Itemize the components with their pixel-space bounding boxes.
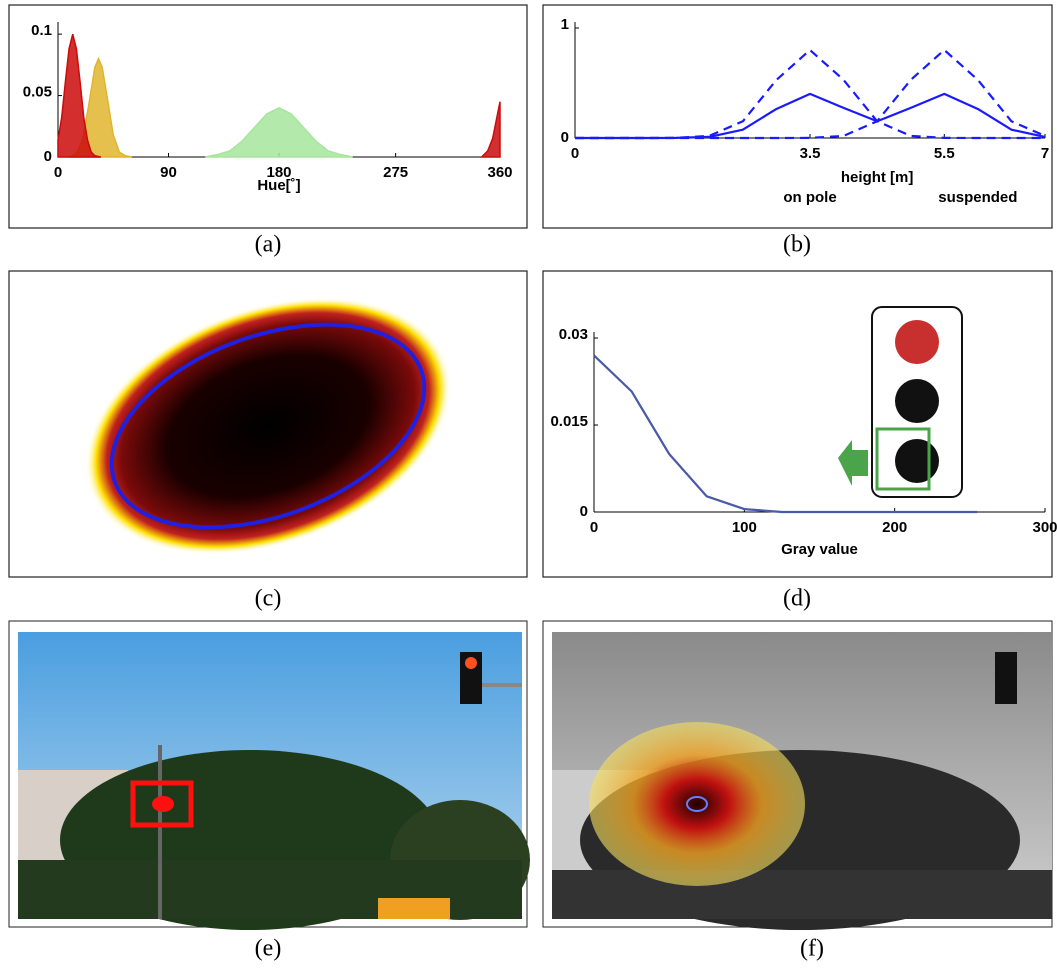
photo-gray: [543, 621, 1052, 930]
caption: (a): [255, 232, 282, 258]
y-tick-label: 0: [44, 148, 52, 165]
x-tick-label: 0: [54, 164, 62, 181]
x-axis-label: Gray value: [781, 541, 858, 558]
figure: (a) (b) (c) (d) (e) (f) 00.050.109018027…: [0, 0, 1057, 973]
y-tick-label: 0: [580, 503, 588, 520]
x-tick-label: 90: [160, 164, 177, 181]
page: {"captions": ["(a)", "(b)", "(c)", "(d)"…: [0, 0, 1057, 978]
x-tick-label: 300: [1032, 519, 1057, 536]
x-tick-label: 100: [732, 519, 757, 536]
y-tick-label: 0.1: [31, 22, 52, 39]
x-axis-label: Hue[˚]: [257, 177, 300, 194]
x-tick-label: 5.5: [934, 145, 955, 162]
caption: (e): [255, 936, 282, 962]
x-axis-label: height [m]: [841, 169, 914, 186]
y-tick-label: 0: [561, 129, 569, 146]
y-tick-label: 0.03: [559, 326, 588, 343]
x-tick-label: 7: [1041, 145, 1049, 162]
photo-color: [9, 621, 530, 930]
annotation: on pole: [783, 189, 836, 206]
caption: (c): [255, 586, 282, 612]
x-tick-label: 360: [487, 164, 512, 181]
caption: (f): [800, 936, 824, 962]
annotation: suspended: [938, 189, 1017, 206]
x-tick-label: 275: [383, 164, 408, 181]
x-tick-label: 3.5: [800, 145, 821, 162]
panel-frame: [543, 271, 1052, 577]
x-tick-label: 0: [571, 145, 579, 162]
y-tick-label: 1: [561, 16, 569, 33]
x-tick-label: 0: [590, 519, 598, 536]
caption: (d): [783, 586, 811, 612]
caption: (b): [783, 232, 811, 258]
y-tick-label: 0.015: [550, 413, 588, 430]
x-tick-label: 200: [882, 519, 907, 536]
y-tick-label: 0.05: [23, 84, 52, 101]
